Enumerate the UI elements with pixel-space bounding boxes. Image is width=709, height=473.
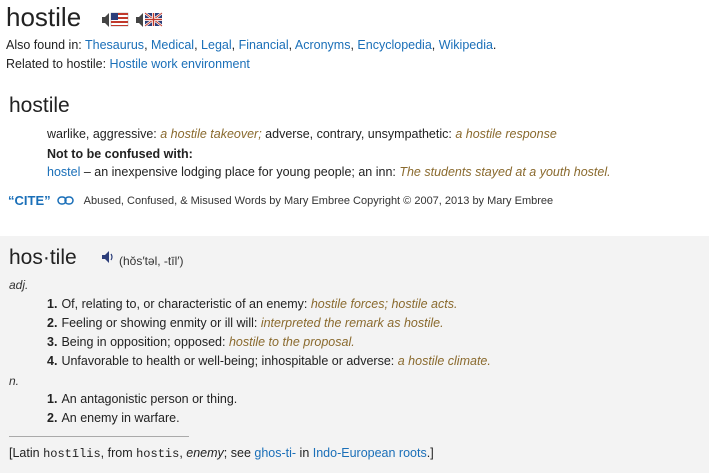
sense-text: Of, relating to, or characteristic of an… [61,297,311,311]
sense-number: 2. [47,411,58,425]
headword-title: hostile [6,2,82,32]
sense-number: 2. [47,316,58,330]
link-icon[interactable] [56,194,74,208]
sense-number: 3. [47,335,58,349]
link-legal[interactable]: Legal [201,38,232,52]
section1-title: hostile [9,94,70,117]
sense-example: hostile forces; hostile acts. [310,297,458,311]
us-flag-audio-icon[interactable] [101,11,129,29]
example-1: a hostile takeover; [160,127,262,141]
etym-text: , from [100,446,137,460]
pronunciation: (hŏs′təl, -tīl′) [119,254,184,268]
divider [9,436,189,437]
sense-example: hostile to the proposal. [228,335,355,349]
also-found-in: Also found in: Thesaurus, Medical, Legal… [6,38,497,52]
synonym-text-2: adverse, contrary, unsympathetic: [261,127,456,141]
pos-adj: adj. [9,278,29,292]
synonym-line: warlike, aggressive: a hostile takeover;… [47,127,557,141]
uk-flag-audio-icon[interactable] [135,11,163,29]
link-acronyms[interactable]: Acronyms [294,38,351,52]
sense-item: 2. An enemy in warfare. [47,411,180,425]
etym-text: , [179,446,187,460]
sense-item: 4. Unfavorable to health or well-being; i… [47,354,491,368]
link-medical[interactable]: Medical [151,38,195,52]
sense-number: 1. [47,392,58,406]
link-ghos-ti[interactable]: ghos-ti- [254,446,297,460]
etym-text: ; see [223,446,255,460]
etym-text: in [296,446,313,460]
etym-gloss: enemy [186,446,224,460]
link-indo-european-roots[interactable]: Indo-European roots [312,446,427,460]
link-encyclopedia[interactable]: Encyclopedia [357,38,432,52]
source-credit: Abused, Confused, & Misused Words by Mar… [83,194,554,207]
etym-word: hostīlis [43,447,101,461]
audio-buttons [101,11,163,29]
sense-number: 4. [47,354,58,368]
sense-item: 2. Feeling or showing enmity or ill will:… [47,316,444,330]
sense-item: 1. An antagonistic person or thing. [47,392,237,406]
link-hostel[interactable]: hostel [47,165,81,179]
sense-example: interpreted the remark as hostile. [260,316,444,330]
example-2: a hostile response [455,127,557,141]
confuse-line: hostel – an inexpensive lodging place fo… [47,165,611,179]
etym-text: [Latin [9,446,44,460]
link-hostile-work-environment[interactable]: Hostile work environment [109,57,250,71]
synonym-text-1: warlike, aggressive: [47,127,161,141]
sense-example: a hostile climate. [397,354,491,368]
confuse-example: The students stayed at a youth hostel. [399,165,611,179]
definition-panel: hos·tile (hŏs′təl, -tīl′) adj. 1. Of, rel… [0,236,709,473]
link-wikipedia[interactable]: Wikipedia [438,38,493,52]
sense-number: 1. [47,297,58,311]
sense-text: Feeling or showing enmity or ill will: [61,316,261,330]
speaker-icon[interactable] [101,250,115,267]
confuse-definition: – an inexpensive lodging place for young… [80,165,400,179]
cite-row: “CITE” Abused, Confused, & Misused Words… [8,193,553,208]
pos-noun: n. [9,374,20,388]
sense-item: 3. Being in opposition; opposed: hostile … [47,335,355,349]
link-financial[interactable]: Financial [238,38,289,52]
section2-title: hos·tile [9,246,77,269]
confuse-label: Not to be confused with: [47,147,193,161]
sense-text: An enemy in warfare. [61,411,180,425]
etym-text: .] [426,446,434,460]
link-thesaurus[interactable]: Thesaurus [85,38,145,52]
sense-text: Unfavorable to health or well-being; inh… [61,354,398,368]
also-found-prefix: Also found in: [6,38,82,52]
etym-word: hostis [136,447,180,461]
sense-text: An antagonistic person or thing. [61,392,238,406]
related-to: Related to hostile: Hostile work environ… [6,57,250,71]
sense-item: 1. Of, relating to, or characteristic of … [47,297,457,311]
related-prefix: Related to hostile: [6,57,107,71]
etymology: [Latin hostīlis, from hostis, enemy; see… [9,446,434,461]
cite-button[interactable]: “CITE” [8,193,51,208]
sense-text: Being in opposition; opposed: [61,335,229,349]
